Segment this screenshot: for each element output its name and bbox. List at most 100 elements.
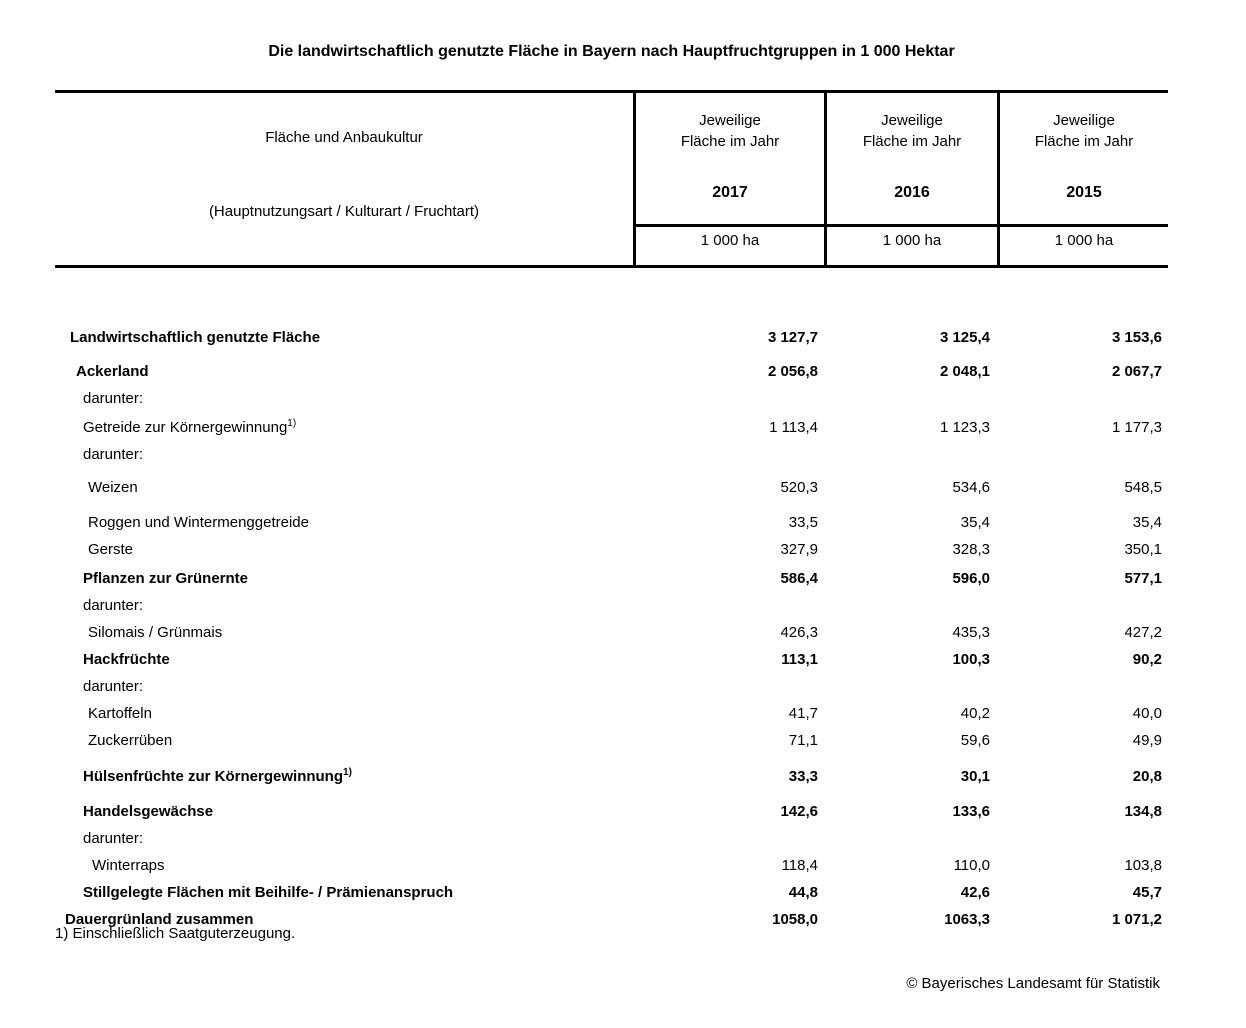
value-2015: 45,7 [1132, 884, 1162, 901]
value-2015: 20,8 [1132, 768, 1162, 785]
year-label: 2015 [1066, 184, 1102, 201]
row-label: darunter: [83, 678, 144, 695]
footnote-marker: 1) [343, 767, 352, 778]
row-label: Landwirtschaftlich genutzte Fläche [70, 329, 321, 346]
value-2016 [824, 592, 996, 619]
year-caption-line2: Fläche im Jahr [1034, 133, 1134, 150]
row-label: Gerste [88, 541, 134, 558]
row-label: Hackfrüchte [83, 651, 170, 668]
year-caption: Jeweilige Fläche im Jahr [636, 110, 824, 152]
header-label-line1: Fläche und Anbaukultur [265, 129, 423, 146]
value-2017: 142,6 [780, 803, 818, 820]
value-2017: 327,9 [780, 541, 818, 558]
value-2017: 44,8 [788, 884, 818, 901]
value-2016 [824, 673, 996, 700]
table-row: Weizen 520,3 534,6 548,5 [55, 474, 1168, 501]
value-2017: 3 127,7 [767, 329, 818, 346]
row-label: Zuckerrüben [88, 732, 173, 749]
table-row: Hülsenfrüchte zur Körnergewinnung1) 33,3 3… [55, 763, 1168, 790]
header-label-line2: (Hauptnutzungsart / Kulturart / Fruchtar… [208, 203, 480, 220]
value-2017 [646, 385, 824, 412]
value-2015 [996, 825, 1168, 852]
table-row: darunter: [55, 592, 1168, 619]
value-2017 [646, 441, 824, 468]
year-label: 2017 [712, 184, 748, 201]
value-2016 [824, 385, 996, 412]
value-2015: 2 067,7 [1111, 363, 1162, 380]
value-2017 [646, 673, 824, 700]
value-2016: 1 123,3 [939, 419, 990, 436]
year-label: 2016 [894, 184, 930, 201]
header-year-cell-2015: Jeweilige Fläche im Jahr 2015 1 000 ha [1000, 93, 1168, 259]
value-2016: 42,6 [960, 884, 990, 901]
value-2017: 71,1 [788, 732, 818, 749]
table-row: Silomais / Grünmais 426,3 435,3 427,2 [55, 619, 1168, 646]
value-2016: 100,3 [952, 651, 990, 668]
year-caption: Jeweilige Fläche im Jahr [827, 110, 997, 152]
column-divider [997, 93, 1000, 265]
value-2015: 35,4 [1132, 514, 1162, 531]
value-2015: 134,8 [1124, 803, 1162, 820]
header-label-cell: Fläche und Anbaukultur (Hauptnutzungsart… [55, 93, 633, 259]
row-label: Kartoffeln [88, 705, 152, 722]
value-2015: 90,2 [1132, 651, 1162, 668]
value-2016: 596,0 [952, 570, 990, 587]
footnote-marker: 1) [287, 418, 297, 429]
value-2015: 350,1 [1124, 541, 1162, 558]
value-2016: 328,3 [952, 541, 990, 558]
value-2017: 426,3 [780, 624, 818, 641]
row-label: darunter: [83, 446, 144, 463]
table-row: Stillgelegte Flächen mit Beihilfe- / Prä… [55, 879, 1168, 906]
row-label: Handelsgewächse [83, 803, 214, 820]
value-2017: 586,4 [780, 570, 818, 587]
table-header: Fläche und Anbaukultur (Hauptnutzungsart… [55, 90, 1168, 268]
table-row: Hackfrüchte 113,1 100,3 90,2 [55, 646, 1168, 673]
row-label: Pflanzen zur Grünernte [83, 570, 249, 587]
value-2016: 35,4 [960, 514, 990, 531]
year-caption-line2: Fläche im Jahr [680, 133, 780, 150]
value-2016: 110,0 [953, 857, 990, 874]
year-caption-line1: Jeweilige [1053, 112, 1115, 129]
table-row: Gerste 327,9 328,3 350,1 [55, 536, 1168, 563]
row-label: Ackerland [76, 363, 149, 380]
table-row: darunter: [55, 441, 1168, 468]
value-2017: 1 113,4 [769, 419, 818, 436]
value-2016: 30,1 [960, 768, 990, 785]
row-label: Stillgelegte Flächen mit Beihilfe- / Prä… [83, 884, 454, 901]
value-2017 [646, 592, 824, 619]
row-label: Winterraps [92, 857, 165, 874]
value-2016: 59,6 [960, 732, 990, 749]
value-2017: 41,7 [788, 705, 818, 722]
value-2016: 2 048,1 [939, 363, 990, 380]
table-row: Pflanzen zur Grünernte 586,4 596,0 577,1 [55, 565, 1168, 592]
table-row: Landwirtschaftlich genutzte Fläche 3 127,… [55, 324, 1168, 351]
row-label: darunter: [83, 830, 144, 847]
value-2016: 534,6 [952, 479, 990, 496]
year-caption-line1: Jeweilige [699, 112, 761, 129]
value-2017: 113,1 [781, 651, 818, 668]
row-label: darunter: [83, 597, 144, 614]
value-2017: 118,4 [781, 857, 818, 874]
table-row: darunter: [55, 385, 1168, 412]
unit-label: 1 000 ha [882, 232, 942, 249]
value-2017: 2 056,8 [767, 363, 818, 380]
value-2017: 1058,0 [772, 911, 818, 928]
row-label: Getreide zur Körnergewinnung1) [83, 418, 297, 437]
value-2017: 33,3 [788, 768, 818, 785]
table-row: darunter: [55, 673, 1168, 700]
value-2016 [824, 441, 996, 468]
value-2017 [646, 825, 824, 852]
value-2015 [996, 385, 1168, 412]
row-label: Roggen und Wintermenggetreide [88, 514, 309, 531]
table-row: Ackerland 2 056,8 2 048,1 2 067,7 [55, 358, 1168, 385]
value-2015 [996, 673, 1168, 700]
header-rule [633, 224, 1168, 227]
value-2016: 3 125,4 [939, 329, 990, 346]
value-2015: 577,1 [1124, 570, 1162, 587]
footnote: 1) Einschließlich Saatguterzeugung. [55, 925, 296, 942]
copyright: © Bayerisches Landesamt für Statistik [906, 975, 1160, 992]
header-year-cell-2016: Jeweilige Fläche im Jahr 2016 1 000 ha [827, 93, 997, 259]
value-2016: 435,3 [952, 624, 990, 641]
table-row: Dauergrünland zusammen 1058,0 1063,3 1 071,… [55, 906, 1168, 933]
